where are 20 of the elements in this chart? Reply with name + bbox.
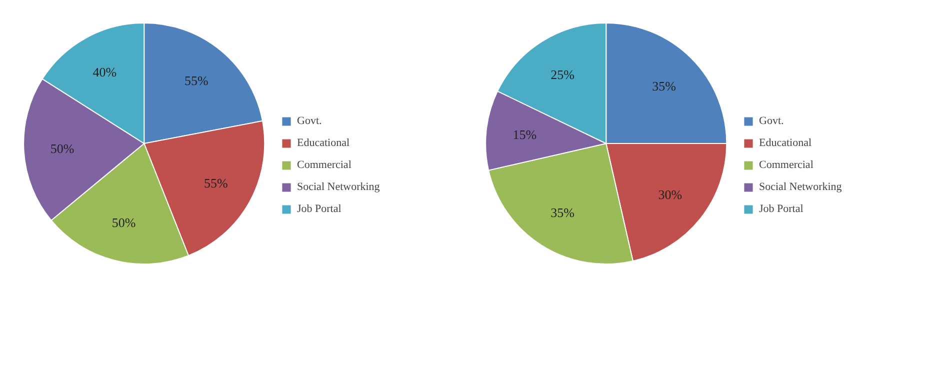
data-label: 35% bbox=[652, 78, 676, 94]
data-label: 55% bbox=[204, 175, 228, 190]
legend-label: Commercial bbox=[297, 159, 352, 171]
legend-label: Govt. bbox=[297, 115, 322, 127]
legend-label: Job Portal bbox=[759, 203, 804, 215]
legend-label: Social Networking bbox=[759, 181, 842, 193]
data-label: 40% bbox=[92, 64, 117, 80]
data-label: 50% bbox=[112, 215, 136, 230]
legend-label: Job Portal bbox=[297, 203, 342, 215]
data-label: 55% bbox=[184, 73, 208, 88]
legend-label: Commercial bbox=[759, 159, 814, 171]
data-label: 50% bbox=[50, 141, 74, 156]
legend-label: Govt. bbox=[759, 115, 784, 127]
data-label: 35% bbox=[550, 205, 575, 220]
data-label: 25% bbox=[550, 66, 575, 82]
data-label: 15% bbox=[512, 126, 537, 142]
legend-label: Educational bbox=[759, 137, 812, 149]
data-label: 30% bbox=[658, 186, 682, 202]
legend-label: Educational bbox=[297, 137, 350, 149]
legend-label: Social Networking bbox=[297, 181, 380, 193]
